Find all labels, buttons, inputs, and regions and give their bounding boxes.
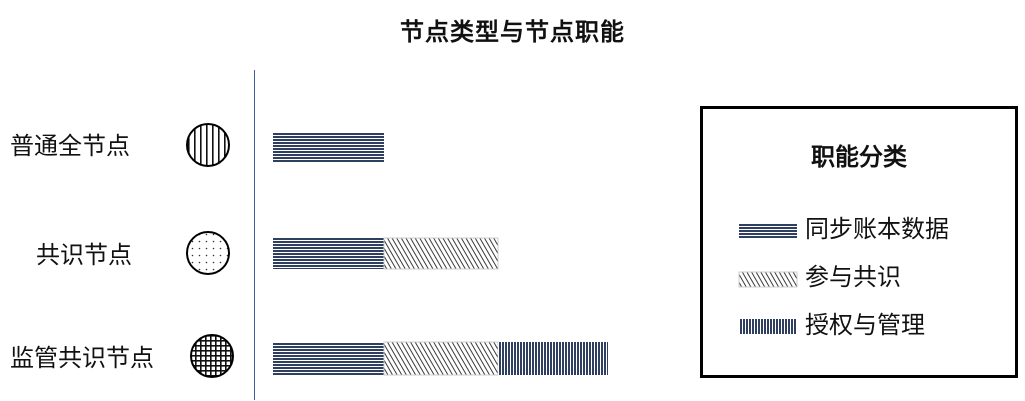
node-label-regulatory: 监管共识节点: [10, 344, 154, 372]
legend-swatch-horizontal: [739, 223, 797, 238]
legend-label-manage: 授权与管理: [805, 311, 925, 339]
bar-regulatory-sync: [273, 342, 384, 375]
legend-title: 职能分类: [811, 143, 907, 171]
bar-regulatory-manage: [498, 342, 608, 375]
diagram-title: 节点类型与节点职能: [400, 18, 625, 46]
dotted-circle-icon: [186, 231, 230, 275]
bar-full-sync: [273, 132, 384, 163]
axis-line: [254, 70, 255, 400]
bar-consensus-sync: [273, 238, 384, 269]
legend-swatch-diagonal: [738, 271, 798, 288]
legend: 职能分类 同步账本数据 参与共识 授权与管理: [700, 106, 1018, 378]
grid-circle-icon: [190, 334, 234, 378]
legend-swatches: [738, 223, 798, 334]
vertical-lines-circle-icon: [186, 123, 230, 167]
legend-label-consensus: 参与共识: [805, 263, 901, 291]
legend-label-sync: 同步账本数据: [805, 215, 949, 243]
legend-swatch-vertical: [739, 319, 797, 334]
node-label-full: 普通全节点: [10, 132, 130, 160]
node-label-consensus: 共识节点: [36, 241, 132, 269]
bar-consensus-participate: [383, 237, 499, 270]
bar-regulatory-participate: [383, 341, 499, 376]
